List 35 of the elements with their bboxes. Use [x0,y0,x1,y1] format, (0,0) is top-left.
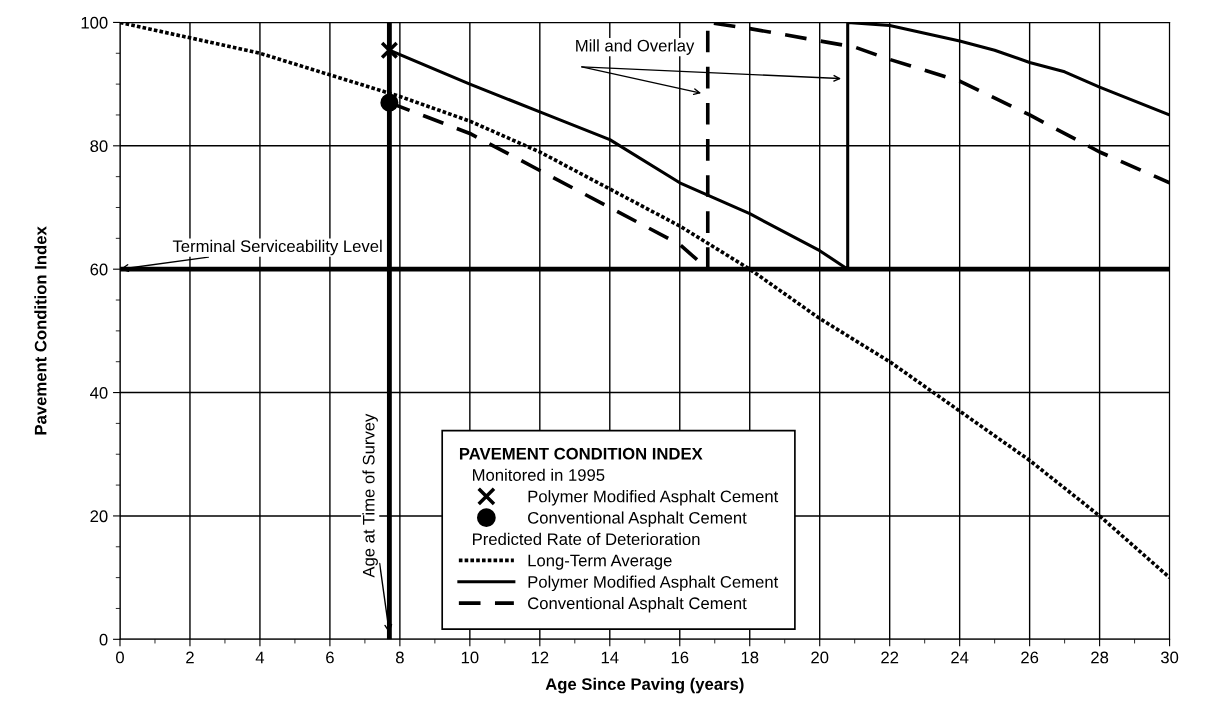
annotation: Monitored in 1995 [473,468,605,481]
x-tick-label: 16 [671,651,689,664]
y-tick-label: 60 [90,263,108,276]
y-axis-title: Pavement Condition Index [34,226,47,435]
y-tick-label: 80 [90,140,108,153]
ref-line-label: Age at Time of Survey [362,413,378,578]
x-tick-label: 10 [461,651,479,664]
legend-title: PAVEMENT CONDITION INDEX [459,447,703,460]
x-tick-label: 22 [881,651,899,664]
x-tick-label: 20 [811,651,829,664]
x-tick-label: 18 [741,651,759,664]
x-tick-label: 12 [531,651,549,664]
x-tick-label: 6 [326,651,334,664]
y-tick-label: 40 [90,386,108,399]
legend-label: Conventional Asphalt Cement [528,511,747,527]
legend-label: Long-Term Average [528,554,672,570]
legend-label: Polymer Modified Asphalt Cement [528,575,779,592]
y-tick-label: 0 [99,633,108,646]
x-tick-label: 2 [186,651,194,664]
y-tick-label: 100 [81,16,108,29]
x-tick-label: 4 [255,651,265,664]
x-tick-label: 14 [601,651,619,664]
y-tick-label: 20 [90,510,108,523]
x-axis-title: Age Since Paving (years) [545,677,744,694]
annotation: Mill and Overlay [576,39,695,55]
annotation: Predicted Rate of Deterioration [473,532,700,546]
x-tick-label: 8 [395,651,404,664]
legend-label: Conventional Asphalt Cement [528,596,747,613]
x-tick-label: 28 [1091,651,1109,664]
x-tick-label: 26 [1021,651,1039,664]
x-tick-label: 0 [116,651,124,664]
ref-line-label: Terminal Serviceability Level [172,239,382,256]
x-tick-label: 30 [1160,651,1179,664]
legend-label: Polymer Modified Asphalt Cement [528,490,779,506]
x-tick-label: 24 [951,651,969,664]
